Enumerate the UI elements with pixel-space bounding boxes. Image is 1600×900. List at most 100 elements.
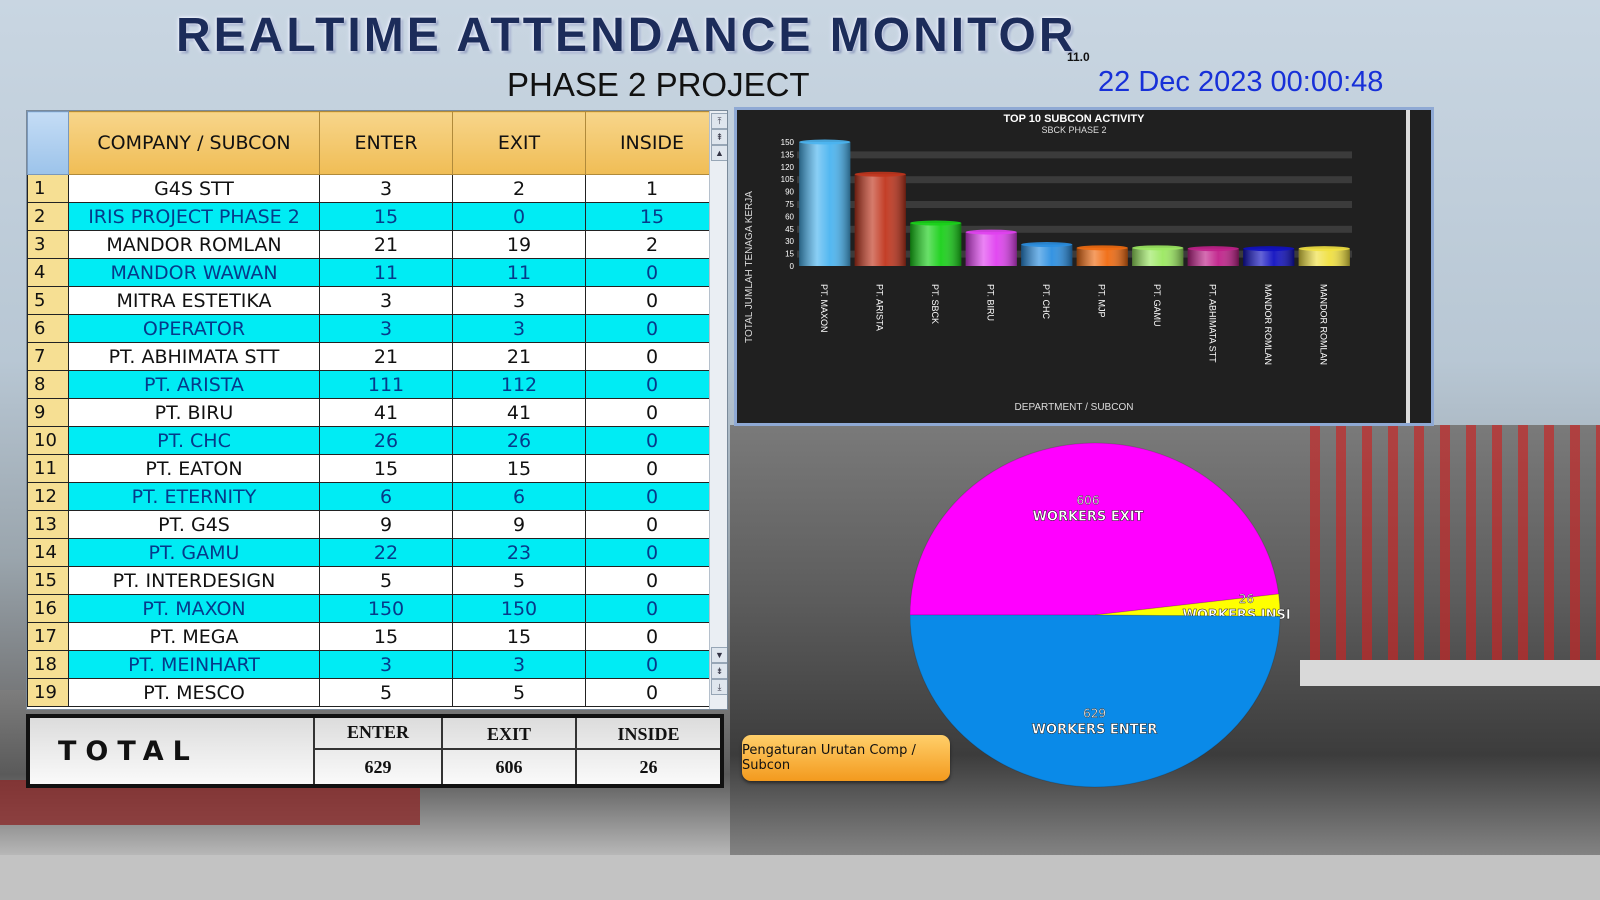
cell-enter[interactable]: 9	[319, 510, 453, 539]
cell-enter[interactable]: 41	[319, 398, 453, 427]
cell-enter[interactable]: 15	[319, 454, 453, 483]
row-number[interactable]: 4	[27, 258, 69, 287]
cell-exit[interactable]: 5	[452, 678, 586, 707]
cell-enter[interactable]: 150	[319, 594, 453, 623]
cell-inside[interactable]: 2	[585, 230, 719, 259]
cell-enter[interactable]: 111	[319, 370, 453, 399]
cell-company[interactable]: MANDOR ROMLAN	[68, 230, 320, 259]
cell-company[interactable]: MITRA ESTETIKA	[68, 286, 320, 315]
cell-exit[interactable]: 23	[452, 538, 586, 567]
cell-inside[interactable]: 0	[585, 566, 719, 595]
scroll-down-icon[interactable]: ▼	[711, 647, 727, 663]
table-row[interactable]: 3 MANDOR ROMLAN 21 19 2	[27, 230, 719, 259]
row-number[interactable]: 6	[27, 314, 69, 343]
row-number[interactable]: 18	[27, 650, 69, 679]
row-number[interactable]: 10	[27, 426, 69, 455]
table-row[interactable]: 11 PT. EATON 15 15 0	[27, 454, 719, 483]
cell-company[interactable]: PT. G4S	[68, 510, 320, 539]
cell-exit[interactable]: 9	[452, 510, 586, 539]
cell-exit[interactable]: 5	[452, 566, 586, 595]
cell-inside[interactable]: 0	[585, 342, 719, 371]
table-row[interactable]: 5 MITRA ESTETIKA 3 3 0	[27, 286, 719, 315]
cell-inside[interactable]: 15	[585, 202, 719, 231]
cell-company[interactable]: MANDOR WAWAN	[68, 258, 320, 287]
cell-company[interactable]: G4S STT	[68, 174, 320, 203]
cell-inside[interactable]: 0	[585, 426, 719, 455]
table-row[interactable]: 19 PT. MESCO 5 5 0	[27, 678, 719, 707]
column-header-exit[interactable]: EXIT	[452, 111, 586, 175]
cell-company[interactable]: PT. GAMU	[68, 538, 320, 567]
cell-enter[interactable]: 3	[319, 650, 453, 679]
attendance-table[interactable]: COMPANY / SUBCON ENTER EXIT INSIDE 1 G4S …	[26, 110, 728, 710]
cell-enter[interactable]: 26	[319, 426, 453, 455]
cell-company[interactable]: PT. MEGA	[68, 622, 320, 651]
cell-exit[interactable]: 112	[452, 370, 586, 399]
cell-exit[interactable]: 150	[452, 594, 586, 623]
cell-enter[interactable]: 6	[319, 482, 453, 511]
table-row[interactable]: 18 PT. MEINHART 3 3 0	[27, 650, 719, 679]
cell-enter[interactable]: 22	[319, 538, 453, 567]
table-row[interactable]: 4 MANDOR WAWAN 11 11 0	[27, 258, 719, 287]
cell-inside[interactable]: 0	[585, 622, 719, 651]
row-number[interactable]: 19	[27, 678, 69, 707]
cell-inside[interactable]: 0	[585, 370, 719, 399]
scroll-page-down-icon[interactable]: ⇟	[711, 663, 727, 679]
cell-company[interactable]: PT. MAXON	[68, 594, 320, 623]
table-row[interactable]: 16 PT. MAXON 150 150 0	[27, 594, 719, 623]
cell-company[interactable]: PT. BIRU	[68, 398, 320, 427]
table-row[interactable]: 1 G4S STT 3 2 1	[27, 174, 719, 203]
cell-inside[interactable]: 0	[585, 314, 719, 343]
cell-company[interactable]: PT. ARISTA	[68, 370, 320, 399]
row-number[interactable]: 12	[27, 482, 69, 511]
cell-enter[interactable]: 5	[319, 678, 453, 707]
table-row[interactable]: 13 PT. G4S 9 9 0	[27, 510, 719, 539]
cell-exit[interactable]: 19	[452, 230, 586, 259]
cell-inside[interactable]: 0	[585, 398, 719, 427]
column-header-company[interactable]: COMPANY / SUBCON	[68, 111, 320, 175]
row-number[interactable]: 8	[27, 370, 69, 399]
cell-exit[interactable]: 21	[452, 342, 586, 371]
cell-inside[interactable]: 0	[585, 454, 719, 483]
cell-company[interactable]: PT. MESCO	[68, 678, 320, 707]
cell-company[interactable]: PT. ABHIMATA STT	[68, 342, 320, 371]
cell-company[interactable]: PT. INTERDESIGN	[68, 566, 320, 595]
cell-company[interactable]: PT. MEINHART	[68, 650, 320, 679]
cell-enter[interactable]: 21	[319, 230, 453, 259]
scroll-top-icon[interactable]: ⤒	[711, 113, 727, 129]
select-all-corner[interactable]	[27, 111, 69, 175]
cell-inside[interactable]: 0	[585, 286, 719, 315]
cell-exit[interactable]: 2	[452, 174, 586, 203]
cell-exit[interactable]: 41	[452, 398, 586, 427]
table-row[interactable]: 14 PT. GAMU 22 23 0	[27, 538, 719, 567]
cell-exit[interactable]: 11	[452, 258, 586, 287]
cell-inside[interactable]: 0	[585, 594, 719, 623]
column-header-inside[interactable]: INSIDE	[585, 111, 719, 175]
vertical-scrollbar[interactable]: ⤒ ⇞ ▲ ▼ ⇟ ⤓	[709, 111, 727, 709]
row-number[interactable]: 5	[27, 286, 69, 315]
cell-enter[interactable]: 15	[319, 202, 453, 231]
cell-exit[interactable]: 3	[452, 650, 586, 679]
row-number[interactable]: 16	[27, 594, 69, 623]
cell-enter[interactable]: 3	[319, 174, 453, 203]
cell-enter[interactable]: 21	[319, 342, 453, 371]
column-header-enter[interactable]: ENTER	[319, 111, 453, 175]
table-row[interactable]: 2 IRIS PROJECT PHASE 2 15 0 15	[27, 202, 719, 231]
cell-inside[interactable]: 1	[585, 174, 719, 203]
cell-exit[interactable]: 15	[452, 622, 586, 651]
table-row[interactable]: 17 PT. MEGA 15 15 0	[27, 622, 719, 651]
table-row[interactable]: 7 PT. ABHIMATA STT 21 21 0	[27, 342, 719, 371]
sort-order-button[interactable]: Pengaturan Urutan Comp / Subcon	[742, 735, 950, 781]
cell-enter[interactable]: 3	[319, 314, 453, 343]
scroll-page-up-icon[interactable]: ⇞	[711, 129, 727, 145]
cell-exit[interactable]: 15	[452, 454, 586, 483]
table-row[interactable]: 15 PT. INTERDESIGN 5 5 0	[27, 566, 719, 595]
cell-inside[interactable]: 0	[585, 650, 719, 679]
row-number[interactable]: 3	[27, 230, 69, 259]
cell-enter[interactable]: 11	[319, 258, 453, 287]
cell-company[interactable]: OPERATOR	[68, 314, 320, 343]
cell-inside[interactable]: 0	[585, 510, 719, 539]
row-number[interactable]: 7	[27, 342, 69, 371]
cell-inside[interactable]: 0	[585, 258, 719, 287]
cell-company[interactable]: IRIS PROJECT PHASE 2	[68, 202, 320, 231]
row-number[interactable]: 15	[27, 566, 69, 595]
